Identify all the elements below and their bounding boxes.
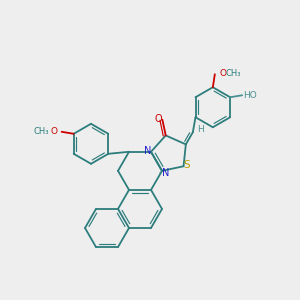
Text: O: O bbox=[154, 114, 162, 124]
Text: CH₃: CH₃ bbox=[34, 127, 50, 136]
Text: N: N bbox=[144, 146, 152, 156]
Text: N: N bbox=[162, 168, 170, 178]
Text: HO: HO bbox=[243, 91, 257, 100]
Text: O: O bbox=[219, 69, 226, 78]
Text: CH₃: CH₃ bbox=[225, 69, 241, 78]
Text: S: S bbox=[183, 160, 190, 170]
Text: O: O bbox=[50, 127, 57, 136]
Text: H: H bbox=[197, 125, 204, 134]
